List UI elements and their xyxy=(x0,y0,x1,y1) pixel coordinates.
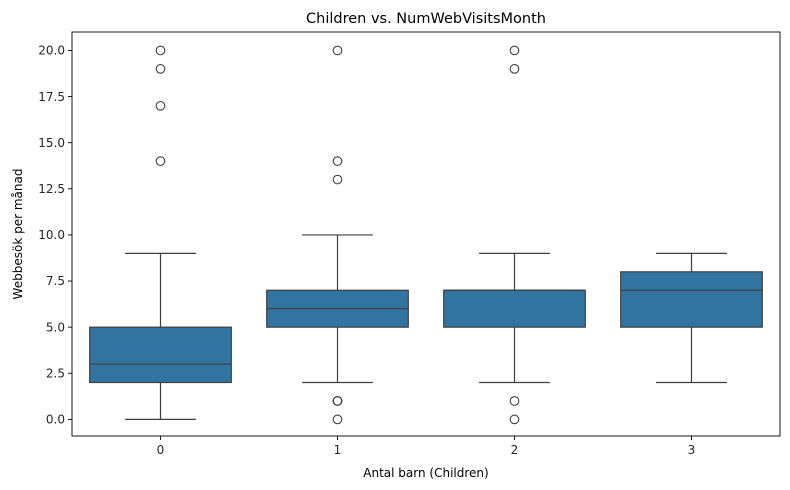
outlier-point xyxy=(155,100,166,111)
outlier-point xyxy=(155,64,166,74)
chart-title: Children vs. NumWebVisitsMonth xyxy=(306,11,546,27)
outlier-point xyxy=(509,45,520,56)
box-group-3 xyxy=(620,252,763,384)
x-axis-label: Antal barn (Children) xyxy=(363,466,488,480)
outlier-point xyxy=(332,414,343,425)
y-tick-label: 17.5 xyxy=(38,90,65,104)
y-tick-label: 0.0 xyxy=(46,413,65,427)
outlier-point xyxy=(155,45,166,56)
outlier-point xyxy=(509,64,520,74)
outlier-point xyxy=(509,396,520,406)
y-tick-label: 2.5 xyxy=(46,366,65,380)
y-axis-label: Webbesök per månad xyxy=(11,169,25,300)
x-tick-label: 2 xyxy=(511,443,519,457)
x-axis: 0 1 2 3 xyxy=(157,436,696,457)
y-tick-label: 7.5 xyxy=(46,274,65,288)
box-group-1 xyxy=(266,45,409,425)
outlier-point xyxy=(332,45,343,56)
outlier-point xyxy=(509,414,520,425)
outlier-point xyxy=(332,174,343,185)
box xyxy=(89,326,232,384)
y-tick-label: 5.0 xyxy=(46,320,65,334)
x-tick-label: 0 xyxy=(157,443,165,457)
x-tick-label: 3 xyxy=(688,443,696,457)
plot-area xyxy=(89,45,763,425)
y-tick-label: 12.5 xyxy=(38,182,65,196)
box-group-0 xyxy=(89,45,232,420)
y-axis: 0.0 2.5 5.0 7.5 10.0 12.5 15.0 17.5 20.0 xyxy=(38,44,72,427)
plot-frame xyxy=(71,31,781,437)
y-tick-label: 15.0 xyxy=(38,136,65,150)
box xyxy=(443,289,586,328)
x-tick-label: 1 xyxy=(334,443,342,457)
y-tick-label: 10.0 xyxy=(38,228,65,242)
outlier-point xyxy=(332,396,343,406)
y-tick-label: 20.0 xyxy=(38,44,65,58)
outlier-point xyxy=(155,156,166,166)
box xyxy=(620,271,763,328)
outlier-point xyxy=(332,156,343,166)
box-group-2 xyxy=(443,45,586,425)
